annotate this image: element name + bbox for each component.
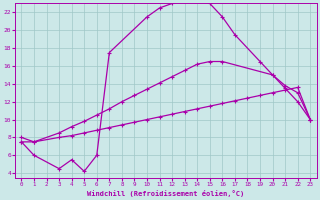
X-axis label: Windchill (Refroidissement éolien,°C): Windchill (Refroidissement éolien,°C) [87, 190, 244, 197]
